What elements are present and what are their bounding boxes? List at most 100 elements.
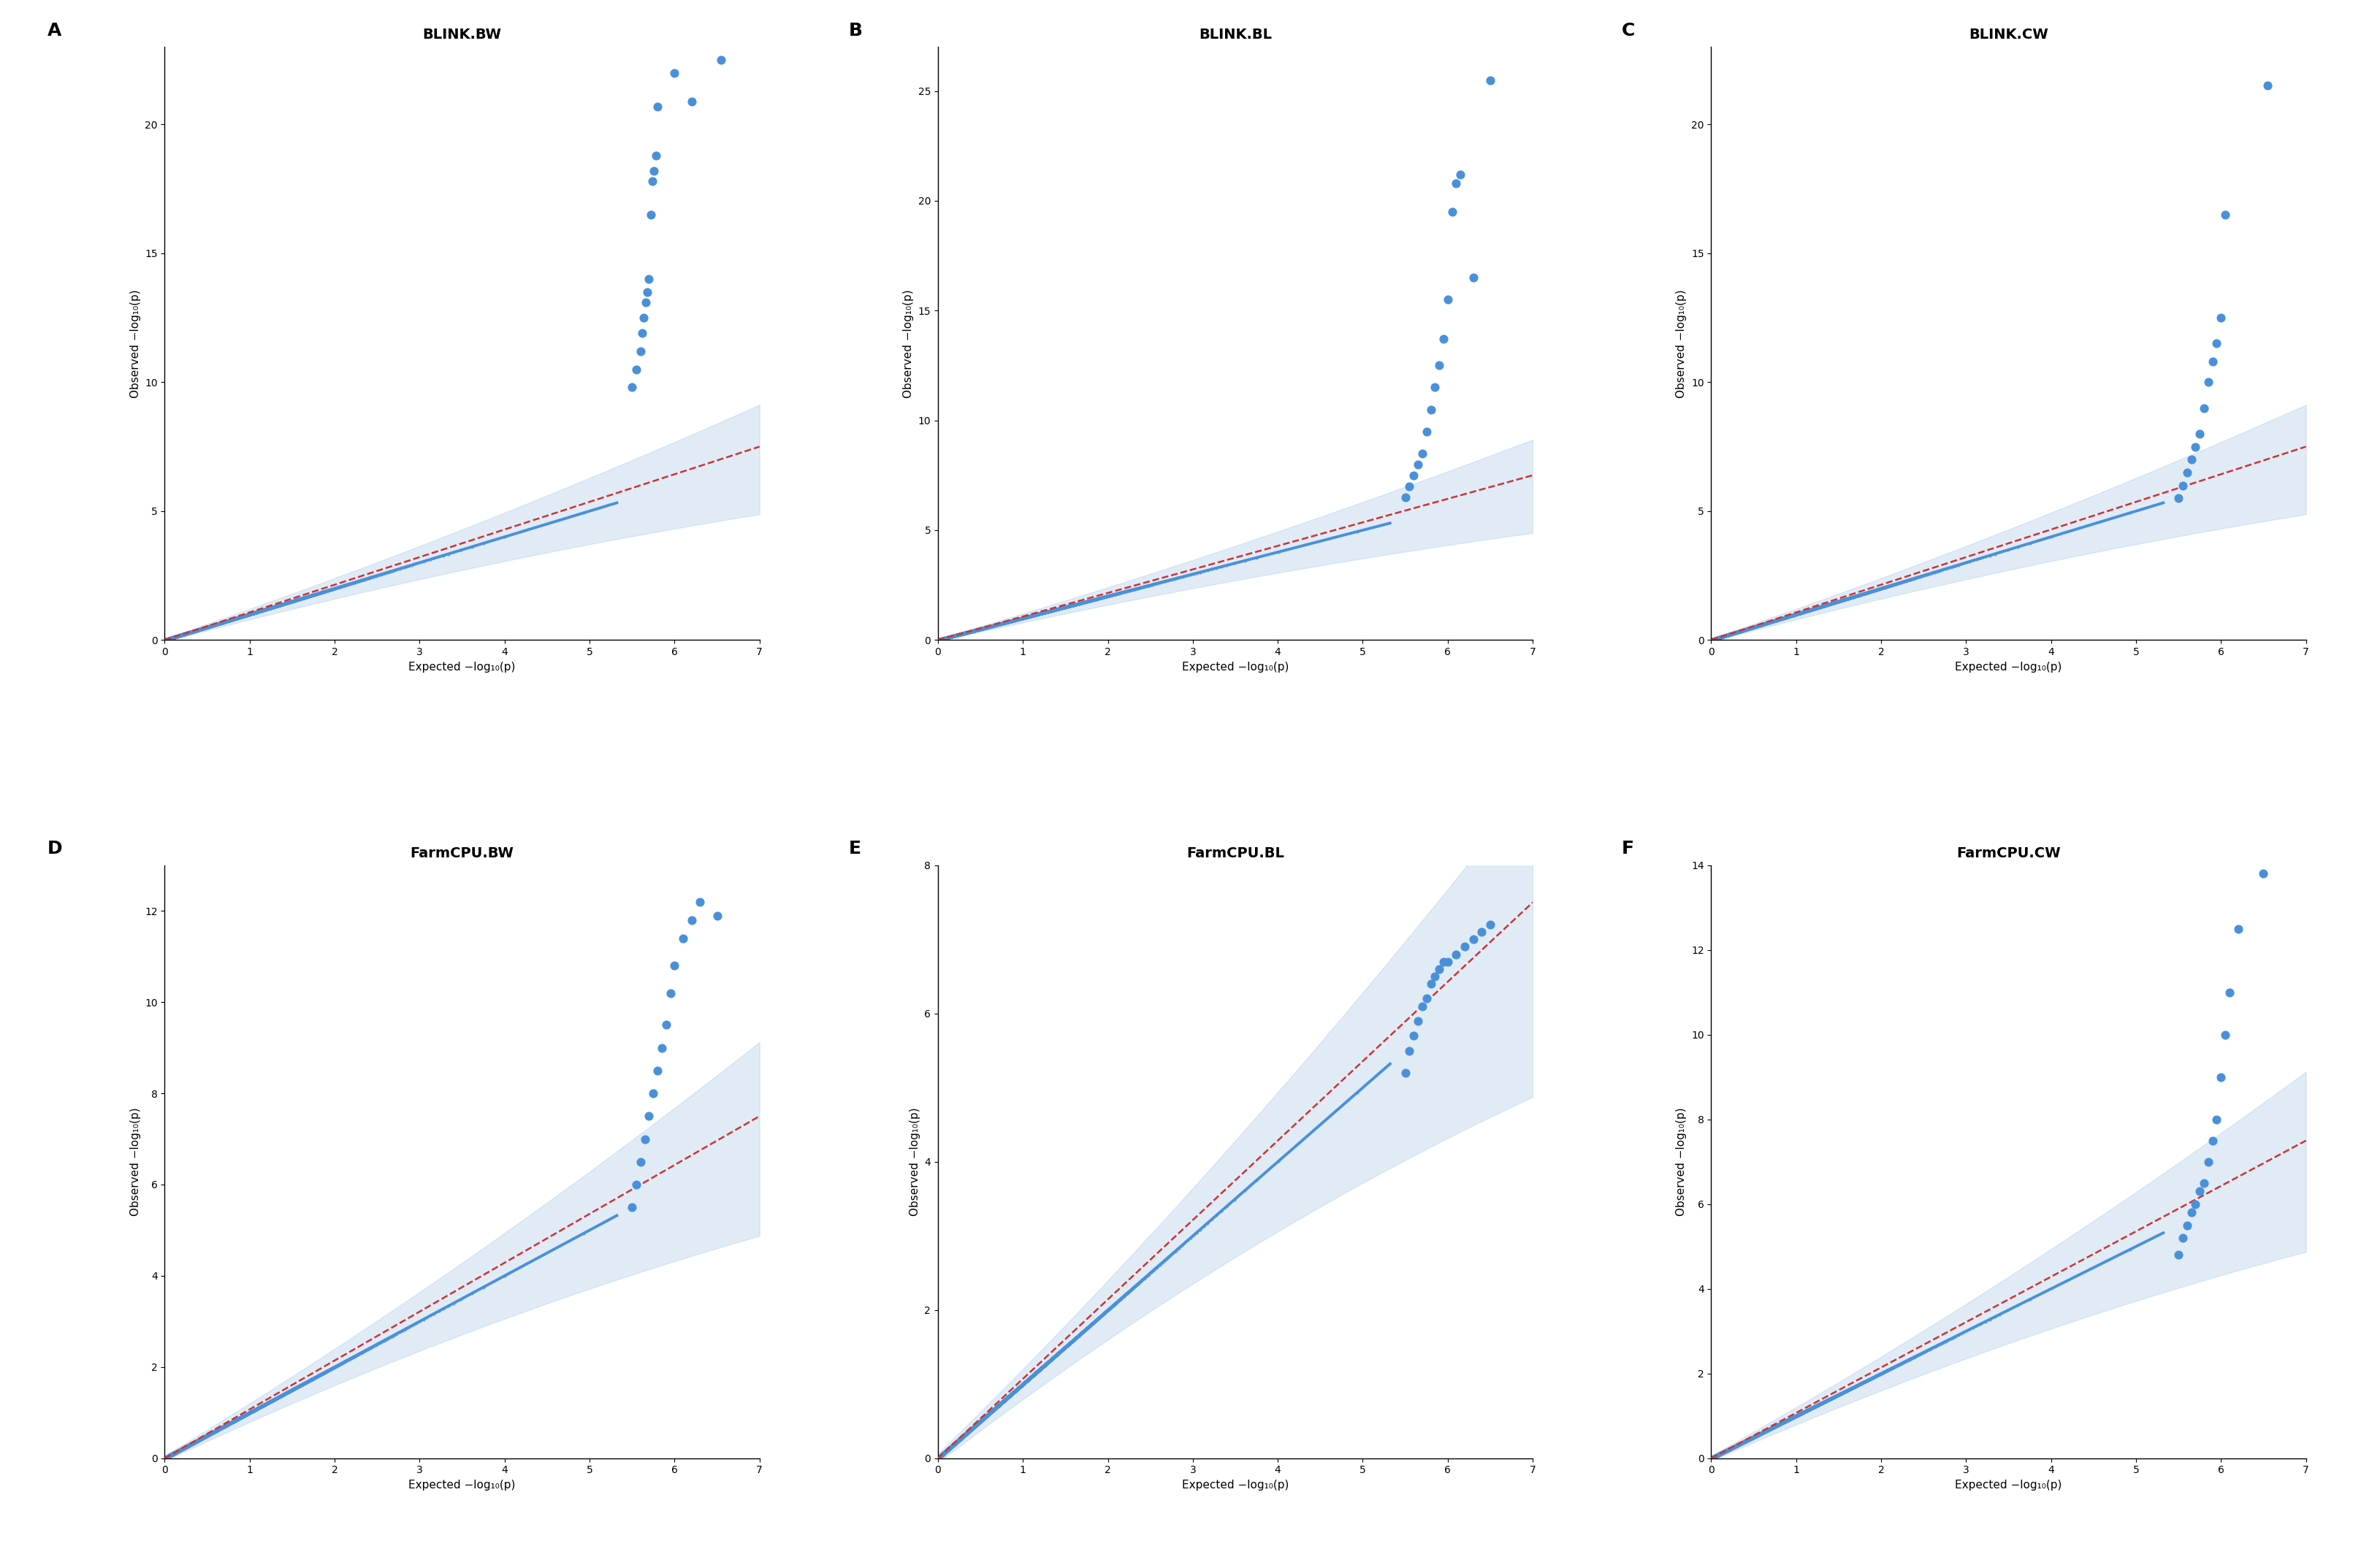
Point	[955, 1414, 993, 1439]
Point	[1725, 618, 1762, 643]
Point	[984, 1391, 1021, 1416]
Point	[936, 622, 974, 648]
Point	[1762, 1411, 1800, 1436]
Point	[972, 1399, 1009, 1424]
Point	[1694, 1446, 1732, 1471]
Point	[169, 621, 207, 646]
Point	[1840, 1372, 1878, 1397]
Point	[1007, 605, 1045, 630]
Point	[927, 1439, 965, 1465]
Point	[148, 1444, 186, 1469]
Point	[922, 626, 960, 651]
Point	[1701, 624, 1739, 649]
Point	[934, 1433, 972, 1458]
Point	[1732, 1427, 1769, 1452]
Point	[219, 1406, 256, 1432]
Point	[205, 1414, 242, 1439]
Point	[1697, 1444, 1734, 1469]
Point	[162, 1436, 200, 1461]
Point	[972, 613, 1009, 638]
Point	[948, 1421, 986, 1446]
Point	[1713, 621, 1751, 646]
Point	[941, 622, 979, 648]
Point	[1713, 621, 1751, 646]
Point	[962, 616, 1000, 641]
Point	[1741, 612, 1779, 637]
Point	[967, 615, 1005, 640]
Point	[1708, 1438, 1746, 1463]
Point	[955, 1414, 993, 1439]
Point	[958, 1411, 995, 1436]
Point	[200, 612, 238, 637]
Point	[148, 1444, 186, 1469]
Point	[1748, 610, 1786, 635]
Point	[207, 1413, 245, 1438]
Point	[184, 1425, 221, 1450]
Point	[151, 626, 188, 651]
Point	[148, 1446, 186, 1471]
Point	[1701, 1441, 1739, 1466]
Point	[941, 621, 979, 646]
Point	[1692, 1446, 1729, 1471]
Point	[186, 615, 224, 640]
Point	[941, 1427, 979, 1452]
Point	[1697, 1444, 1734, 1469]
Point	[922, 1444, 960, 1469]
Point	[1701, 624, 1739, 649]
Point	[1755, 1414, 1793, 1439]
Point	[925, 626, 962, 651]
Point	[148, 627, 186, 652]
Point	[922, 1444, 960, 1469]
Point	[932, 1435, 969, 1460]
Point	[946, 1422, 984, 1447]
Point	[1699, 1443, 1737, 1468]
Point	[998, 1377, 1035, 1402]
Point	[188, 615, 226, 640]
Point	[176, 1428, 214, 1454]
Point	[1701, 1441, 1739, 1466]
Point	[1692, 627, 1729, 652]
Point	[162, 1436, 200, 1461]
Point	[946, 621, 984, 646]
Point	[955, 618, 993, 643]
Point	[1741, 1422, 1779, 1447]
Point	[198, 1417, 235, 1443]
Point	[344, 568, 381, 593]
Point	[946, 621, 984, 646]
Point	[934, 622, 972, 648]
Point	[1727, 1428, 1765, 1454]
Point	[1016, 1361, 1054, 1386]
Point	[1727, 618, 1765, 643]
Point	[165, 621, 202, 646]
Point	[1708, 622, 1746, 648]
Point	[245, 597, 282, 622]
Point	[155, 624, 193, 649]
Point	[1699, 1443, 1737, 1468]
Point	[193, 1421, 231, 1446]
Point	[181, 616, 219, 641]
Point	[146, 627, 184, 652]
Point	[1725, 618, 1762, 643]
Point	[1842, 582, 1880, 607]
Point	[1699, 626, 1737, 651]
Point	[1694, 1446, 1732, 1471]
Point	[165, 622, 202, 648]
Point	[934, 624, 972, 649]
Point	[920, 1444, 958, 1469]
Point	[238, 1397, 275, 1422]
Point	[925, 626, 962, 651]
Point	[941, 622, 979, 648]
Point	[299, 1363, 336, 1388]
Point	[153, 626, 191, 651]
Point	[1059, 591, 1096, 616]
Point	[939, 622, 976, 648]
Point	[934, 624, 972, 649]
Point	[936, 622, 974, 648]
Point	[652, 980, 689, 1005]
Point	[228, 1402, 266, 1427]
Point	[979, 612, 1016, 637]
Point	[1697, 627, 1734, 652]
Point	[1692, 627, 1729, 652]
Point	[929, 1438, 967, 1463]
Point	[946, 621, 984, 646]
